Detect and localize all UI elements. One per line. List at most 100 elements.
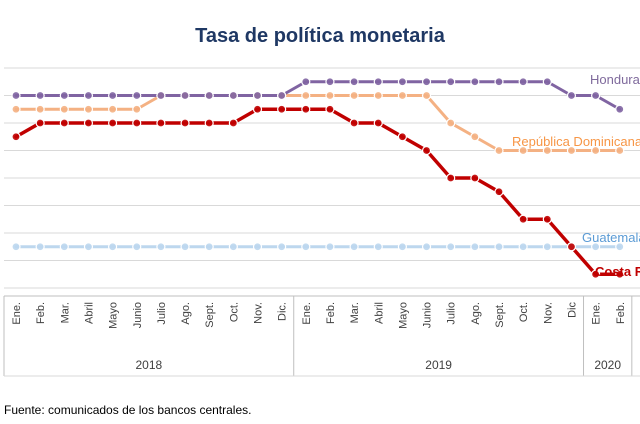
data-point-guatemala <box>397 242 407 252</box>
data-point-honduras <box>11 90 21 101</box>
data-point-republica-dominicana <box>615 145 625 156</box>
data-point-honduras <box>397 77 407 87</box>
data-point-honduras <box>566 90 577 101</box>
month-tick-label: Oct. <box>228 302 240 322</box>
data-point-costa-rica <box>35 118 45 128</box>
data-point-costa-rica <box>590 269 601 279</box>
data-point-honduras <box>518 77 528 87</box>
data-point-honduras <box>83 90 94 101</box>
data-point-honduras <box>180 90 190 101</box>
data-point-honduras <box>252 90 263 101</box>
data-point-republica-dominicana <box>59 104 69 114</box>
data-point-honduras <box>59 90 69 101</box>
data-point-republica-dominicana <box>566 145 577 156</box>
data-point-costa-rica <box>615 269 625 279</box>
data-point-costa-rica <box>180 118 190 128</box>
data-point-guatemala <box>301 242 311 252</box>
data-point-republica-dominicana <box>421 90 432 101</box>
month-tick-label: Feb. <box>35 302 47 324</box>
year-label: 2018 <box>135 358 162 372</box>
data-point-guatemala <box>325 242 335 252</box>
data-point-republica-dominicana <box>518 145 528 156</box>
data-point-republica-dominicana <box>470 132 480 142</box>
series-label: Guatemala <box>582 230 640 245</box>
data-point-costa-rica <box>107 118 118 128</box>
month-tick-label: Feb. <box>325 302 337 324</box>
series-labels: Honduras República Dominicana Guatemala Cos… <box>512 72 640 279</box>
data-point-guatemala <box>107 242 118 252</box>
data-point-guatemala <box>615 242 625 252</box>
month-tick-label: Mayo <box>397 302 409 329</box>
data-point-honduras <box>542 77 552 87</box>
year-label: 2019 <box>425 358 452 372</box>
data-point-guatemala <box>83 242 94 252</box>
data-point-honduras <box>446 77 456 87</box>
data-point-guatemala <box>59 242 69 252</box>
data-point-guatemala <box>518 242 528 252</box>
month-tick-label: Ago. <box>180 302 192 325</box>
data-point-costa-rica <box>252 104 263 114</box>
data-point-honduras <box>494 77 504 87</box>
month-tick-label: Nov. <box>542 302 554 324</box>
data-point-honduras <box>470 77 480 87</box>
data-point-costa-rica <box>421 145 432 156</box>
data-point-honduras <box>204 90 214 101</box>
data-point-costa-rica <box>132 118 142 128</box>
data-point-honduras <box>35 90 45 101</box>
data-point-costa-rica <box>277 104 287 114</box>
month-tick-label: Ene. <box>11 302 23 325</box>
data-point-republica-dominicana <box>590 145 601 156</box>
series-points <box>11 77 625 279</box>
month-tick-label: Nov. <box>253 302 265 324</box>
data-point-republica-dominicana <box>397 90 407 101</box>
data-point-republica-dominicana <box>107 104 118 114</box>
month-tick-label: Dic. <box>277 302 289 321</box>
data-point-honduras <box>590 90 601 101</box>
data-point-honduras <box>132 90 142 101</box>
data-point-guatemala <box>542 242 552 252</box>
data-point-republica-dominicana <box>542 145 552 156</box>
data-point-costa-rica <box>83 118 94 128</box>
data-point-honduras <box>373 77 383 87</box>
data-point-honduras <box>349 77 359 87</box>
month-tick-label: Mar. <box>349 302 361 323</box>
chart-title: Tasa de política monetaria <box>195 25 446 47</box>
data-point-guatemala <box>180 242 190 252</box>
data-point-honduras <box>615 104 625 114</box>
month-tick-label: Abril <box>83 302 95 324</box>
gridlines <box>4 67 640 289</box>
data-point-honduras <box>301 77 311 87</box>
data-point-republica-dominicana <box>349 90 359 101</box>
data-point-honduras <box>156 90 166 101</box>
data-point-republica-dominicana <box>301 90 311 101</box>
series-label: República Dominicana <box>512 134 640 149</box>
month-tick-label: Julio <box>156 302 168 325</box>
month-tick-label: Junio <box>132 302 144 328</box>
data-point-honduras <box>277 90 287 101</box>
data-point-guatemala <box>204 242 214 252</box>
month-tick-label: Ene. <box>591 302 603 325</box>
month-tick-label: Sept. <box>494 302 506 328</box>
month-tick-label: Ene. <box>301 302 313 325</box>
data-point-republica-dominicana <box>132 104 142 114</box>
data-point-honduras <box>421 77 432 87</box>
month-tick-label: Julio <box>446 302 458 325</box>
data-point-republica-dominicana <box>373 90 383 101</box>
data-point-costa-rica <box>397 132 407 142</box>
data-point-guatemala <box>494 242 504 252</box>
data-point-guatemala <box>421 242 432 252</box>
data-point-honduras <box>325 77 335 87</box>
data-point-costa-rica <box>204 118 214 128</box>
data-point-guatemala <box>156 242 166 252</box>
data-point-honduras <box>228 90 238 101</box>
month-tick-label: Sept. <box>204 302 216 328</box>
series-label: Costa Rica <box>595 264 640 279</box>
data-point-costa-rica <box>325 104 335 114</box>
data-point-republica-dominicana <box>35 104 45 114</box>
month-tick-label: Ago. <box>470 302 482 325</box>
data-point-guatemala <box>470 242 480 252</box>
data-point-costa-rica <box>470 173 480 183</box>
month-tick-label: Mar. <box>59 302 71 323</box>
data-point-guatemala <box>132 242 142 252</box>
